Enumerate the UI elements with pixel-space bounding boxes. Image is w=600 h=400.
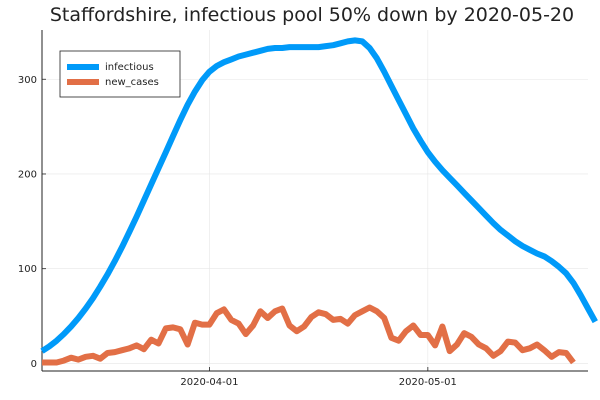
legend-label-new-cases: new_cases xyxy=(105,77,159,88)
chart-title: Staffordshire, infectious pool 50% down … xyxy=(50,4,574,26)
y-tick-label: 300 xyxy=(18,75,37,86)
x-tick-label: 2020-05-01 xyxy=(399,377,457,388)
x-tick-label: 2020-04-01 xyxy=(180,377,238,388)
y-tick-label: 200 xyxy=(18,169,37,180)
legend: infectious new_cases xyxy=(59,50,181,98)
legend-box xyxy=(59,50,181,98)
legend-label-infectious: infectious xyxy=(105,62,154,73)
series-line-new-cases xyxy=(42,304,576,366)
y-tick-label: 0 xyxy=(31,359,37,370)
axes: 0 100 200 300 2020-04-01 2020-05-01 xyxy=(18,30,588,388)
y-tick-label: 100 xyxy=(18,264,37,275)
series-line-infectious xyxy=(40,37,598,354)
series-layer xyxy=(40,37,598,366)
